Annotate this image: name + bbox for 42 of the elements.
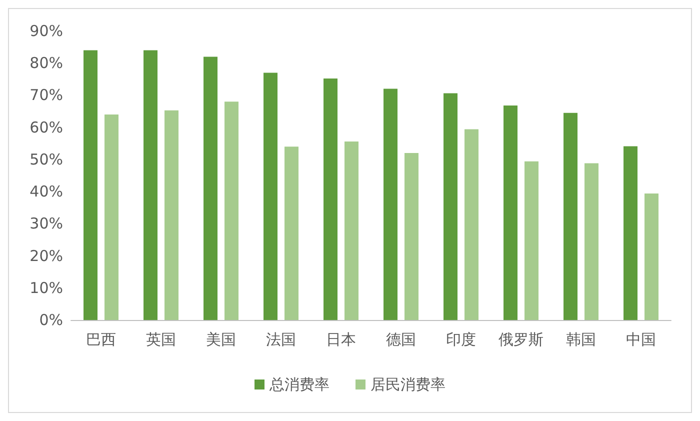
y-tick-label: 20% — [30, 246, 63, 265]
y-tick-label: 0% — [39, 311, 63, 329]
bar — [144, 50, 158, 320]
bar — [524, 161, 538, 320]
bar — [564, 112, 578, 320]
y-tick-label: 70% — [30, 86, 63, 104]
bar — [344, 141, 358, 320]
legend-label: 总消费率 — [268, 376, 330, 394]
x-tick-label: 韩国 — [566, 330, 596, 348]
bar — [284, 146, 298, 320]
x-tick-label: 美国 — [206, 330, 236, 348]
legend-label: 居民消费率 — [370, 376, 446, 394]
y-tick-label: 30% — [30, 214, 63, 233]
y-tick-label: 60% — [30, 118, 63, 136]
bar — [464, 129, 478, 320]
y-tick-label: 40% — [30, 182, 63, 201]
x-tick-label: 日本 — [326, 330, 356, 348]
x-tick-label: 英国 — [146, 330, 176, 348]
bar — [224, 102, 238, 320]
bar — [384, 88, 398, 320]
bar — [584, 163, 598, 320]
x-tick-label: 印度 — [446, 330, 476, 348]
bar — [324, 78, 338, 320]
bar — [264, 72, 278, 320]
bar — [444, 93, 458, 320]
x-tick-label: 巴西 — [86, 330, 116, 348]
x-tick-label: 法国 — [266, 330, 296, 348]
x-tick-label: 中国 — [626, 330, 656, 348]
bar — [104, 114, 118, 320]
bar — [644, 193, 658, 320]
x-tick-label: 德国 — [386, 330, 416, 348]
y-tick-label: 90% — [30, 22, 63, 40]
bar — [504, 106, 518, 320]
x-tick-label: 俄罗斯 — [498, 330, 544, 348]
bar — [204, 56, 218, 320]
y-tick-label: 80% — [30, 54, 63, 72]
bar — [624, 146, 638, 320]
bar — [404, 153, 418, 320]
y-tick-label: 50% — [30, 150, 63, 168]
bar — [164, 110, 178, 320]
bar — [84, 50, 98, 320]
y-tick-label: 10% — [30, 278, 63, 297]
